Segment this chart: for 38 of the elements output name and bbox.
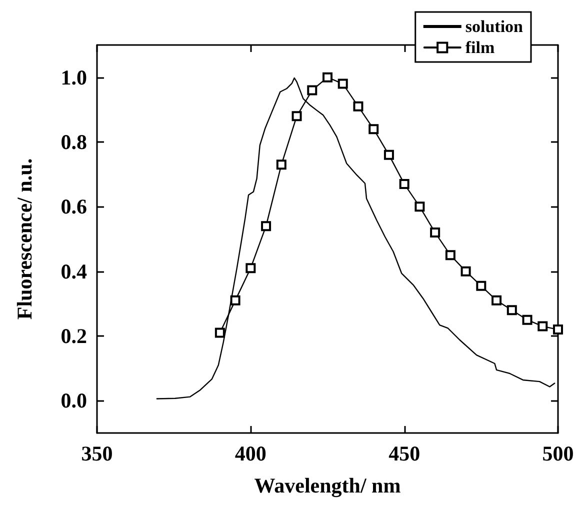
y-tick-label: 0.6 [60, 194, 87, 219]
point [338, 78, 348, 89]
point [399, 179, 410, 190]
point [414, 202, 425, 212]
x-tick-label: 350 [81, 442, 113, 466]
legend-label: solution [465, 17, 524, 36]
point [384, 150, 394, 160]
point [476, 280, 486, 291]
legend-label: film [465, 38, 495, 57]
point [230, 295, 240, 306]
y-tick-label: 0.4 [60, 259, 88, 284]
x-axis-title: Wavelength/ nm [254, 474, 402, 498]
x-tick-label: 400 [234, 442, 266, 466]
point [506, 305, 517, 316]
point [292, 111, 302, 122]
y-tick-label: 0.2 [60, 324, 87, 348]
point [522, 314, 532, 325]
y-tick-label: 1.0 [60, 65, 87, 90]
point [538, 321, 548, 332]
point [353, 101, 364, 112]
point [445, 250, 456, 260]
point [553, 324, 563, 335]
point [430, 228, 440, 238]
point [322, 72, 332, 82]
y-axis-title: Fluorescence/ n.u. [12, 158, 36, 320]
x-tick-label: 450 [388, 442, 420, 466]
line-series [156, 77, 556, 400]
point [246, 263, 256, 274]
point [307, 85, 318, 96]
point [368, 124, 379, 134]
point [261, 221, 272, 232]
point [460, 266, 471, 276]
y-tick-label: 0.8 [60, 130, 87, 154]
point [492, 295, 502, 306]
point [276, 160, 286, 170]
point [214, 328, 225, 338]
y-tick-label: 0.0 [60, 388, 87, 413]
x-tick-label: 500 [542, 442, 574, 466]
